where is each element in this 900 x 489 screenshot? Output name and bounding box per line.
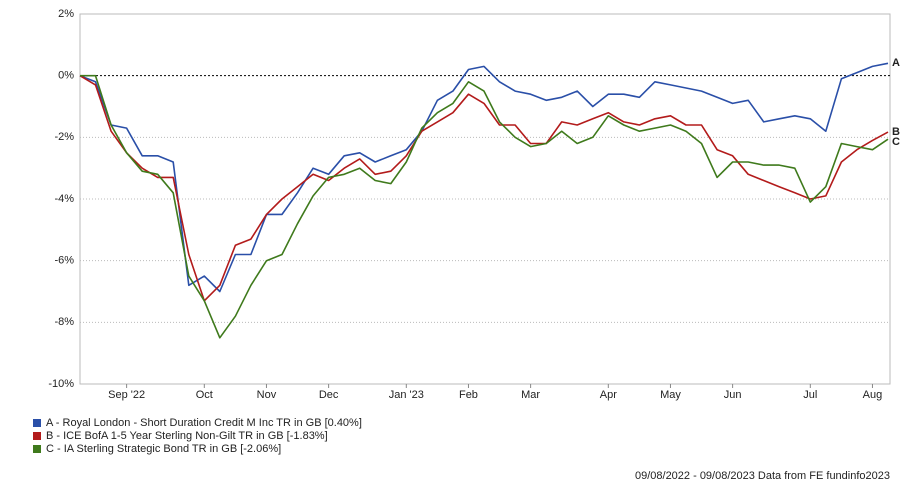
y-tick-label: -10% <box>48 378 74 390</box>
series-line <box>79 75 889 302</box>
legend-swatch <box>33 419 41 427</box>
y-tick-label: -8% <box>54 316 74 328</box>
x-tick-label: Aug <box>863 389 883 401</box>
x-tick-label: Jul <box>803 389 817 401</box>
legend-label: C - IA Sterling Strategic Bond TR in GB … <box>46 443 281 455</box>
x-tick-label: Dec <box>319 389 339 401</box>
x-tick-label: Mar <box>521 389 540 401</box>
x-tick-label: Nov <box>257 389 277 401</box>
end-label: A <box>892 57 900 69</box>
series-line <box>79 62 889 293</box>
footer: 09/08/2022 - 09/08/2023 Data from FE fun… <box>635 470 890 482</box>
y-tick-label: -6% <box>54 255 74 267</box>
x-tick-label: Oct <box>196 389 213 401</box>
x-tick-label: Apr <box>600 389 617 401</box>
x-tick-label: May <box>660 389 681 401</box>
end-label: C <box>892 136 900 148</box>
y-tick-label: 2% <box>58 8 74 20</box>
x-tick-label: Feb <box>459 389 478 401</box>
end-label: B <box>892 126 900 138</box>
x-tick-label: Jun <box>724 389 742 401</box>
y-tick-label: -4% <box>54 193 74 205</box>
legend-swatch <box>33 432 41 440</box>
legend-label: B - ICE BofA 1-5 Year Sterling Non-Gilt … <box>46 430 328 442</box>
y-tick-label: 0% <box>58 70 74 82</box>
series-line <box>80 74 889 339</box>
y-tick-label: -2% <box>54 131 74 143</box>
legend-label: A - Royal London - Short Duration Credit… <box>46 417 362 429</box>
legend-swatch <box>33 445 41 453</box>
x-tick-label: Jan '23 <box>389 389 424 401</box>
x-tick-label: Sep '22 <box>108 389 145 401</box>
